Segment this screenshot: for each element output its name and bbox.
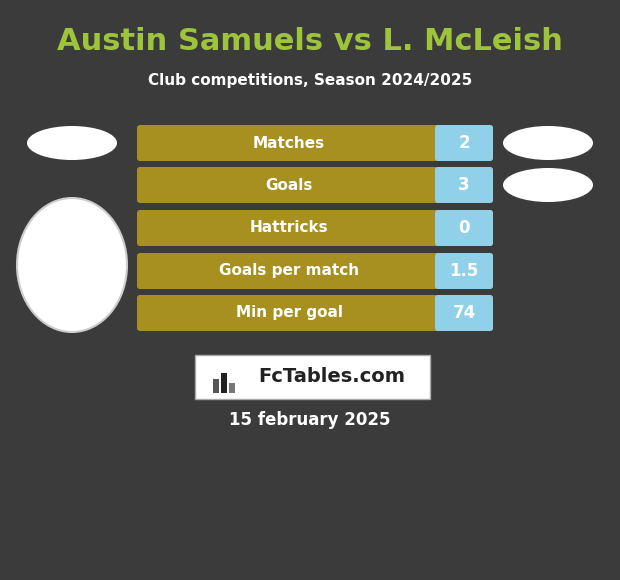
Bar: [221, 373, 227, 393]
FancyBboxPatch shape: [137, 253, 493, 289]
Ellipse shape: [503, 168, 593, 202]
Text: 3: 3: [458, 176, 470, 194]
Text: 74: 74: [453, 304, 476, 322]
FancyBboxPatch shape: [435, 295, 493, 331]
Bar: [229, 383, 235, 393]
Text: FcTables.com: FcTables.com: [258, 368, 405, 386]
Text: Club competitions, Season 2024/2025: Club competitions, Season 2024/2025: [148, 72, 472, 88]
Text: Matches: Matches: [253, 136, 325, 150]
Text: Austin Samuels vs L. McLeish: Austin Samuels vs L. McLeish: [57, 27, 563, 56]
FancyBboxPatch shape: [435, 167, 493, 203]
Text: Min per goal: Min per goal: [236, 306, 342, 321]
Ellipse shape: [503, 126, 593, 160]
Text: 2: 2: [458, 134, 470, 152]
FancyBboxPatch shape: [137, 295, 493, 331]
FancyBboxPatch shape: [435, 253, 493, 289]
FancyBboxPatch shape: [195, 355, 430, 399]
Text: Goals: Goals: [265, 177, 312, 193]
Text: Hattricks: Hattricks: [250, 220, 329, 235]
FancyBboxPatch shape: [435, 210, 493, 246]
Text: 1.5: 1.5: [450, 262, 479, 280]
Ellipse shape: [27, 126, 117, 160]
FancyBboxPatch shape: [435, 125, 493, 161]
Bar: [213, 379, 219, 393]
Text: Goals per match: Goals per match: [219, 263, 359, 278]
FancyBboxPatch shape: [137, 167, 493, 203]
Text: 15 february 2025: 15 february 2025: [229, 411, 391, 429]
FancyBboxPatch shape: [137, 210, 493, 246]
Ellipse shape: [17, 198, 127, 332]
Text: 0: 0: [458, 219, 470, 237]
FancyBboxPatch shape: [137, 125, 493, 161]
